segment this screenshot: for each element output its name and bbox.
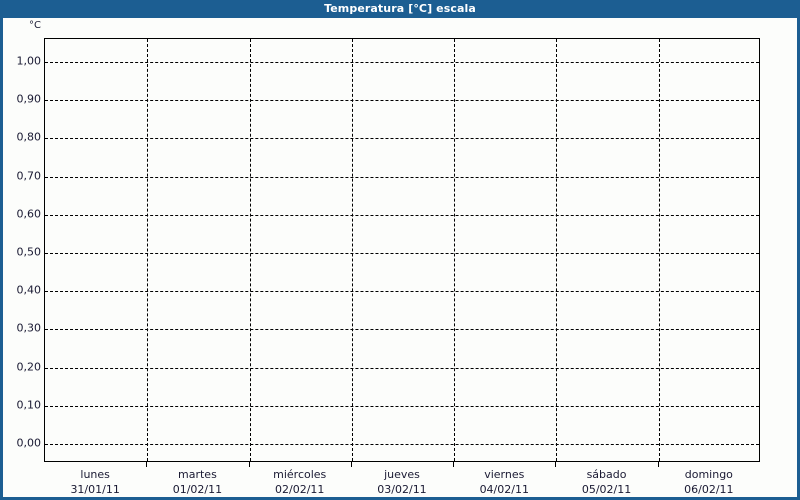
x-axis-day-label: domingo: [684, 468, 733, 481]
x-axis-category: sábado 05/02/11: [555, 467, 657, 500]
x-axis-category: viernes 04/02/11: [453, 467, 555, 500]
y-axis-tick-label: 0,90: [16, 92, 42, 106]
x-axis-tick: [657, 462, 659, 467]
gridline-vertical: [147, 39, 149, 461]
x-axis-date-label: 31/01/11: [70, 483, 120, 496]
x-axis-date-label: 06/02/11: [684, 483, 734, 496]
y-axis-tick-label: 0,50: [16, 245, 42, 259]
x-axis-day-label: viernes: [484, 468, 525, 481]
gridline-horizontal: [45, 405, 759, 407]
gridline-horizontal: [45, 176, 759, 178]
gridline-vertical: [249, 39, 251, 461]
x-axis-category: martes 01/02/11: [146, 467, 248, 500]
x-axis-category: lunes 31/01/11: [44, 467, 146, 500]
y-axis-tick-label: 0,80: [16, 130, 42, 144]
x-axis-day-label: miércoles: [273, 468, 327, 481]
gridline-vertical: [658, 39, 660, 461]
x-axis-date-label: 02/02/11: [275, 483, 325, 496]
x-axis-day-label: lunes: [80, 468, 110, 481]
y-axis-tick-labels: 1,00 0,90 0,80 0,70 0,60 0,50 0,40 0,30 0,20 0,10…: [0, 38, 44, 462]
y-axis-tick-label: 0,00: [16, 436, 42, 450]
y-axis-tick-label: 0,60: [16, 207, 42, 221]
x-axis-tick: [350, 462, 352, 467]
gridline-horizontal: [45, 62, 759, 63]
gridline-horizontal: [45, 214, 759, 216]
x-axis-category: jueves 03/02/11: [351, 467, 453, 500]
gridline-vertical: [454, 39, 456, 461]
gridline-horizontal: [45, 253, 759, 254]
x-axis-date-label: 05/02/11: [581, 483, 632, 496]
gridline-vertical: [351, 39, 353, 461]
window-title-bar: Temperatura [°C] escala: [0, 0, 800, 18]
y-axis-unit-label: °C: [29, 20, 41, 31]
x-axis-tick: [453, 462, 455, 467]
x-axis-day-label: jueves: [384, 468, 420, 481]
x-axis-date-label: 03/02/11: [377, 483, 427, 496]
y-axis-tick-label: 0,10: [16, 398, 42, 412]
gridline-horizontal: [45, 367, 759, 369]
chart-canvas: °C 1,00 0,90 0,80 0,70 0,60 0,50 0,40 0,30 0,20 0…: [0, 18, 800, 500]
y-axis-tick-label: 0,30: [16, 321, 42, 335]
y-axis-tick-label: 0,20: [16, 360, 42, 374]
x-axis-tick: [146, 462, 148, 467]
y-axis-tick-label: 0,40: [16, 283, 42, 297]
gridline-horizontal: [45, 100, 759, 102]
gridline-horizontal: [45, 329, 759, 331]
x-axis-tick: [248, 462, 250, 467]
x-axis-day-label: martes: [178, 468, 217, 481]
x-axis-category: domingo 06/02/11: [658, 467, 760, 500]
gridline-horizontal: [45, 444, 759, 445]
y-axis-tick-label: 1,00: [16, 54, 42, 68]
gridline-vertical: [556, 39, 558, 461]
x-axis-day-label: sábado: [586, 468, 627, 481]
y-axis-tick-label: 0,70: [16, 169, 42, 183]
gridline-horizontal: [45, 291, 759, 293]
page-title: Temperatura [°C] escala: [324, 2, 476, 15]
x-axis-tick: [555, 462, 557, 467]
gridline-horizontal: [45, 138, 759, 140]
x-axis-date-label: 01/02/11: [172, 483, 223, 496]
x-axis-date-label: 04/02/11: [479, 483, 529, 496]
x-axis-category: miércoles 02/02/11: [249, 467, 351, 500]
x-axis-ticks: [44, 462, 760, 467]
x-axis-tick-labels: lunes 31/01/11 martes 01/02/11 miércoles 02/0…: [44, 467, 760, 500]
plot-area: [44, 38, 760, 462]
